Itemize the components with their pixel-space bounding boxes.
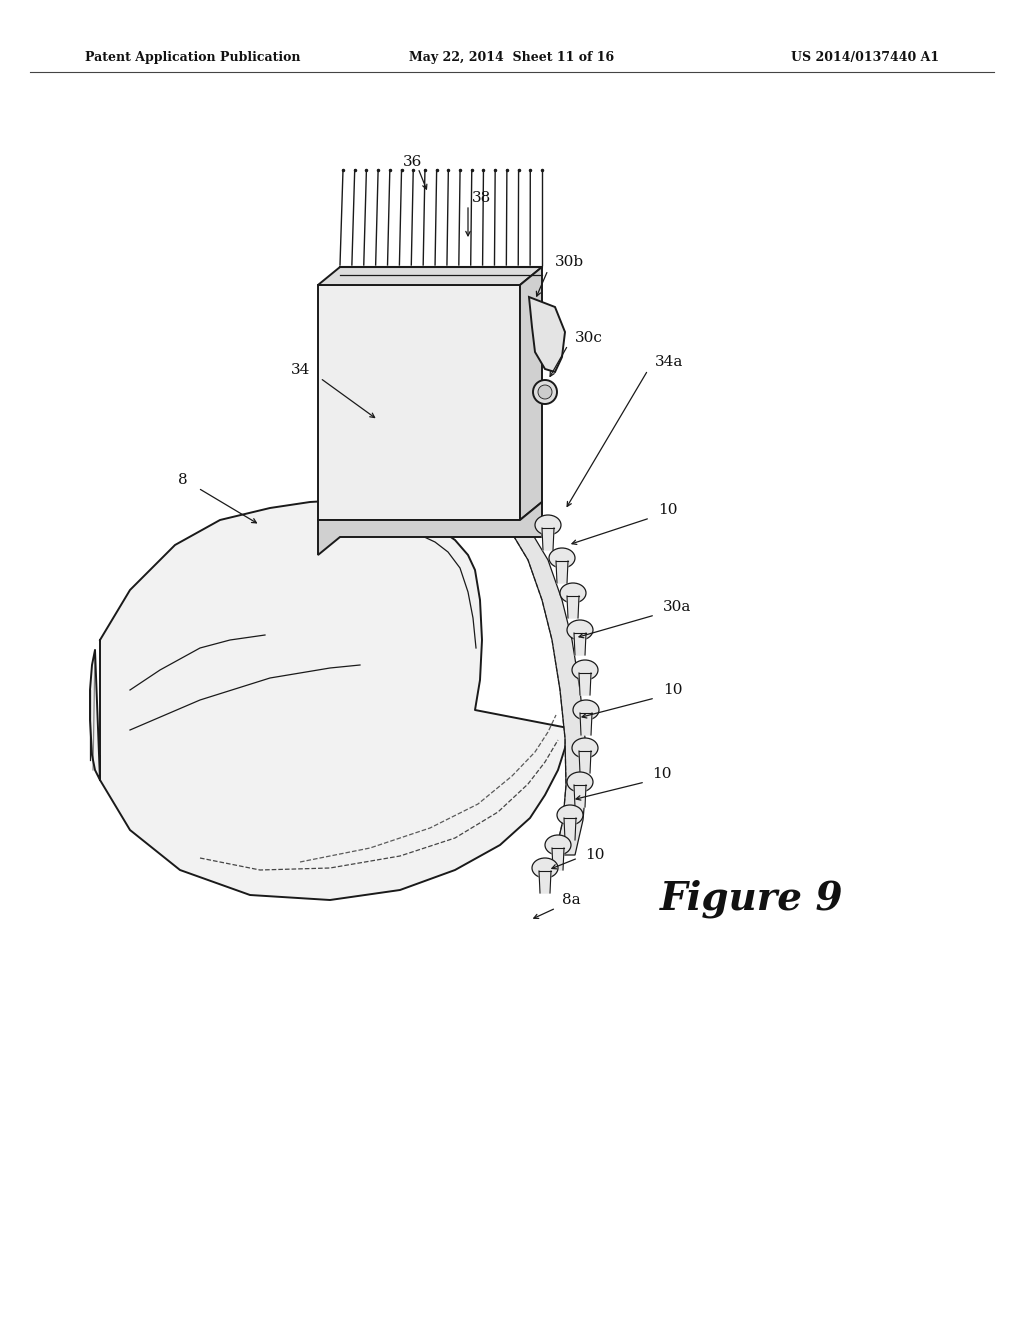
Ellipse shape xyxy=(567,620,593,640)
Text: Figure 9: Figure 9 xyxy=(660,880,844,919)
Text: May 22, 2014  Sheet 11 of 16: May 22, 2014 Sheet 11 of 16 xyxy=(410,51,614,65)
Polygon shape xyxy=(552,847,564,870)
Ellipse shape xyxy=(557,805,583,825)
Polygon shape xyxy=(579,751,591,774)
Text: US 2014/0137440 A1: US 2014/0137440 A1 xyxy=(791,51,939,65)
Text: Patent Application Publication: Patent Application Publication xyxy=(85,51,300,65)
Polygon shape xyxy=(539,871,551,894)
Polygon shape xyxy=(574,785,586,807)
Text: 10: 10 xyxy=(663,682,683,697)
Polygon shape xyxy=(580,713,592,735)
Text: 30b: 30b xyxy=(555,255,584,269)
Polygon shape xyxy=(567,597,579,618)
Circle shape xyxy=(534,380,557,404)
Polygon shape xyxy=(556,561,568,583)
Polygon shape xyxy=(510,531,586,855)
Text: 30a: 30a xyxy=(663,601,691,614)
Polygon shape xyxy=(579,673,591,696)
Polygon shape xyxy=(520,267,542,520)
Text: 38: 38 xyxy=(472,191,492,205)
Text: 10: 10 xyxy=(658,503,678,517)
Circle shape xyxy=(538,385,552,399)
Polygon shape xyxy=(574,634,586,655)
Ellipse shape xyxy=(532,858,558,878)
Polygon shape xyxy=(564,818,575,840)
Ellipse shape xyxy=(560,583,586,603)
Polygon shape xyxy=(529,297,565,372)
Ellipse shape xyxy=(572,660,598,680)
Text: 30c: 30c xyxy=(575,331,603,345)
Text: 8: 8 xyxy=(178,473,188,487)
Ellipse shape xyxy=(545,836,571,855)
Text: 34a: 34a xyxy=(655,355,683,370)
Polygon shape xyxy=(542,528,554,550)
Text: 8a: 8a xyxy=(562,894,581,907)
Text: 10: 10 xyxy=(585,847,604,862)
Ellipse shape xyxy=(573,700,599,719)
Text: 36: 36 xyxy=(403,154,423,169)
Polygon shape xyxy=(318,267,542,285)
Polygon shape xyxy=(90,500,568,900)
Ellipse shape xyxy=(549,548,575,568)
Polygon shape xyxy=(318,285,520,520)
Text: 10: 10 xyxy=(652,767,672,781)
Text: 34: 34 xyxy=(291,363,310,378)
Ellipse shape xyxy=(535,515,561,535)
Ellipse shape xyxy=(572,738,598,758)
Polygon shape xyxy=(318,502,542,554)
Ellipse shape xyxy=(567,772,593,792)
